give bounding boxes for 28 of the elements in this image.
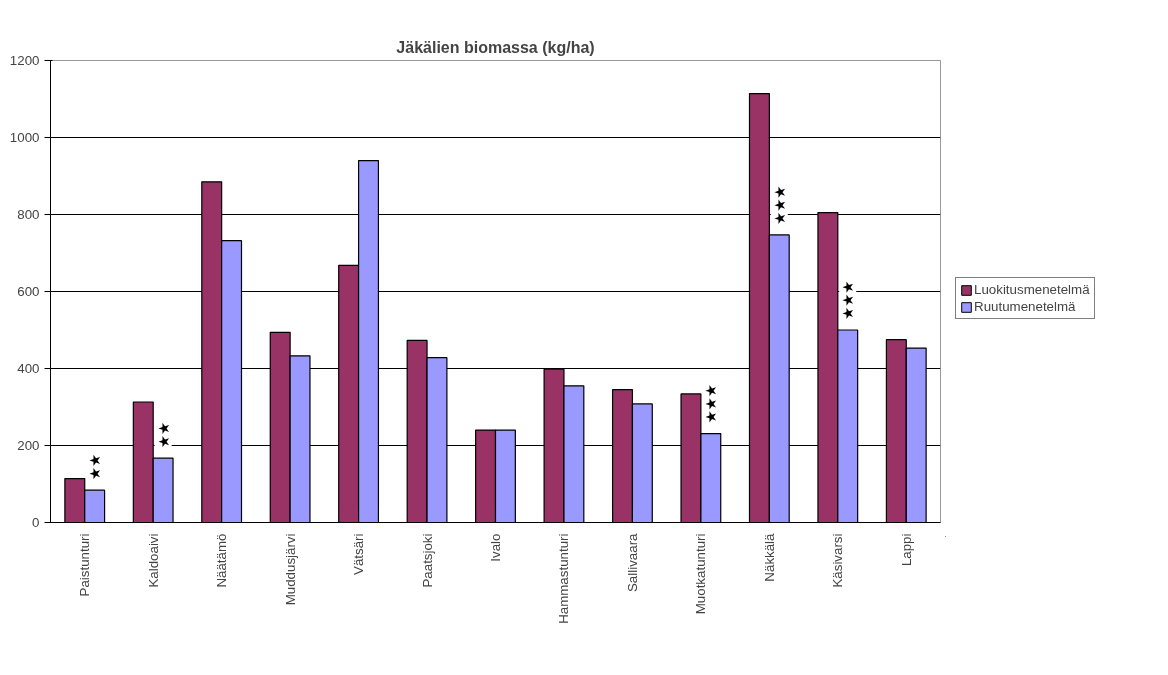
y-tick-label: 0 (32, 515, 40, 530)
x-tick-label: Näätämö (214, 533, 230, 588)
x-tick-label: Sallivaara (624, 532, 640, 593)
x-tick-label: Ivalo (488, 533, 503, 562)
x-tick-label: Käsivarsi (830, 533, 846, 588)
annotation: ★★★ (839, 280, 857, 320)
x-tick-label: Paistunturi (77, 533, 93, 597)
legend-label: Ruutumenetelmä (974, 299, 1076, 314)
annotation: ★★ (154, 421, 172, 449)
y-tick-label: 1000 (9, 130, 40, 145)
x-tick-label: Lappi (898, 533, 914, 567)
x-tick-label: Paatsjoki (419, 533, 435, 588)
x-tick-label: Vätsäri (351, 533, 367, 575)
legend-label: Luokitusmenetelmä (974, 282, 1090, 297)
y-tick-label: 800 (17, 207, 40, 222)
x-tick-label: Hammastunturi (556, 533, 572, 624)
y-tick-label: 600 (17, 284, 40, 299)
y-tick-label: 200 (17, 438, 40, 453)
x-tick-label: Kaldoaivi (145, 533, 161, 588)
chart-title: Jäkälien biomassa (kg/ha) (396, 38, 595, 56)
x-tick-label: Muotkatunturi (693, 533, 709, 615)
y-tick-label: 1200 (9, 53, 40, 68)
annotation: ★★★ (702, 384, 720, 424)
annotation: ★★★ (770, 185, 788, 225)
y-tick-label: 400 (17, 361, 40, 376)
x-tick-label: Näkkälä (761, 532, 777, 582)
x-tick-label: Muddusjärvi (282, 533, 298, 606)
annotation: ★★ (86, 453, 104, 481)
